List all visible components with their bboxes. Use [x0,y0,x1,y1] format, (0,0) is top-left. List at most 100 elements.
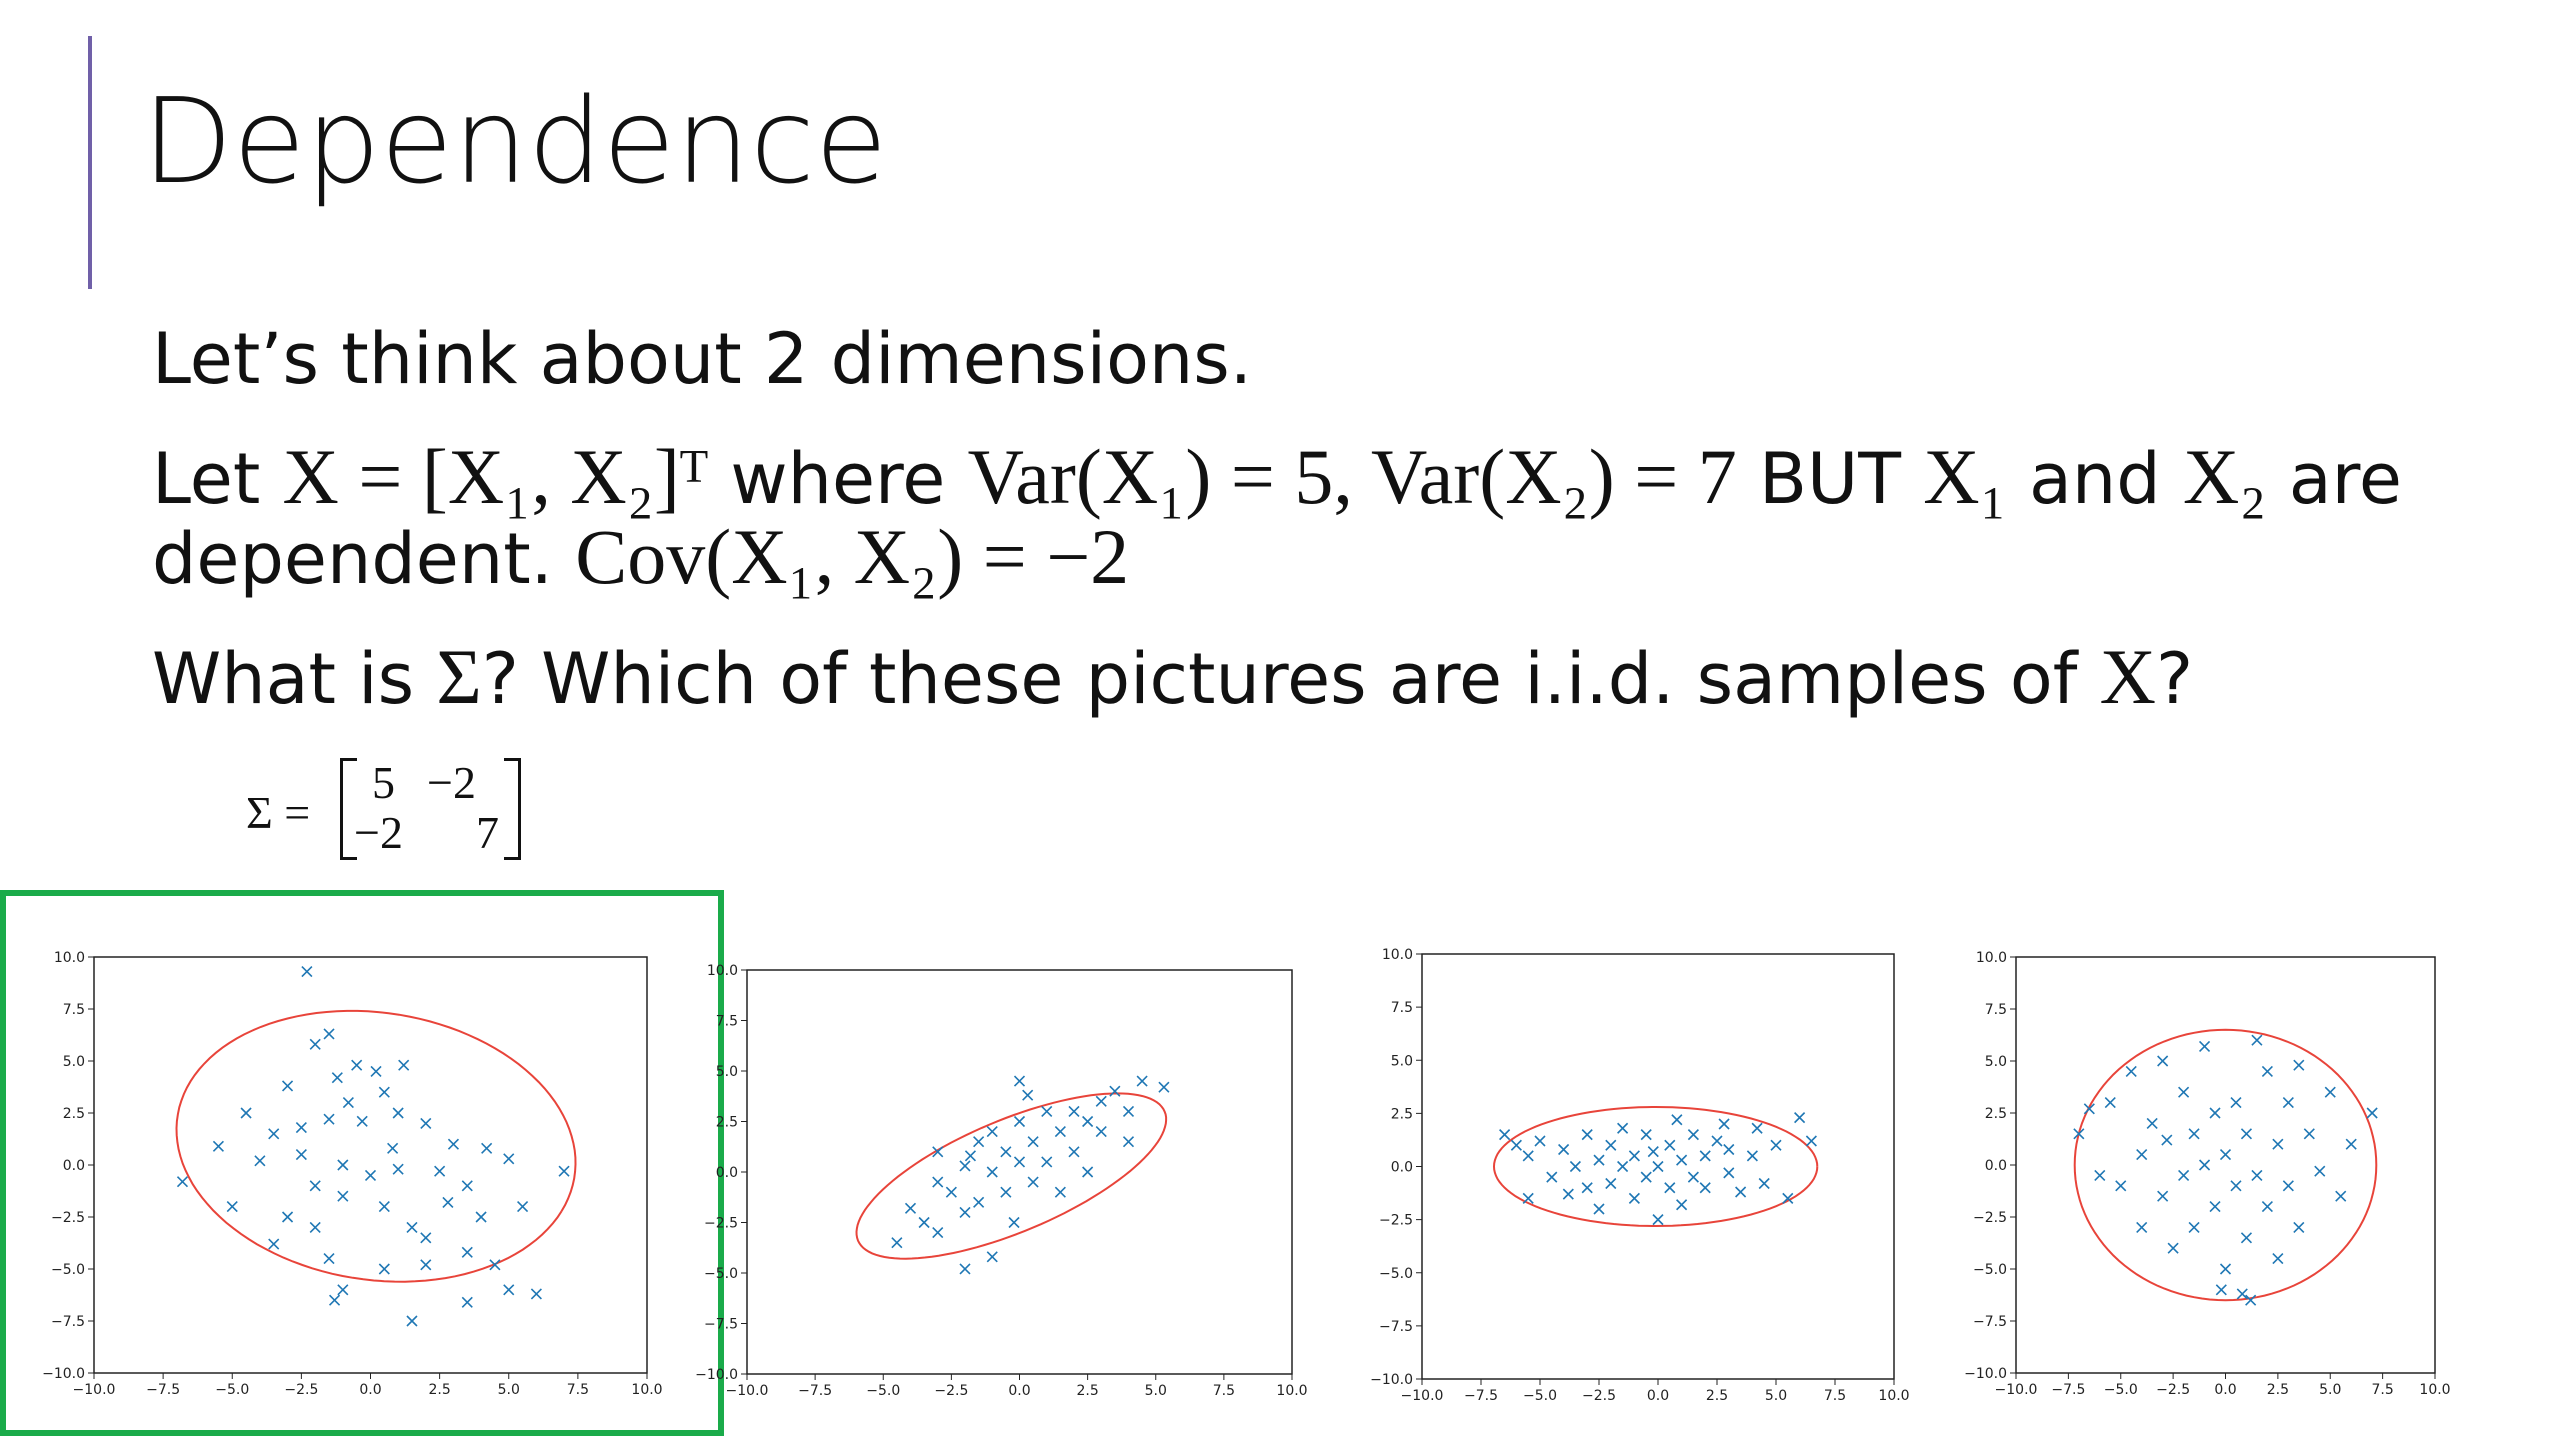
point [2230,1097,2242,1109]
point [959,1263,971,1275]
text: and [2006,438,2183,520]
x-tick-label: −5.0 [866,1383,900,1399]
point [986,1126,998,1138]
x-tick-label: −7.5 [146,1382,180,1398]
point [2236,1288,2248,1300]
point [1699,1150,1711,1162]
point [323,1113,335,1125]
point [1664,1139,1676,1151]
point [973,1136,985,1148]
point [1522,1150,1534,1162]
point [1652,1214,1664,1226]
point [932,1227,944,1239]
point [1628,1150,1640,1162]
point [2272,1253,2284,1265]
y-tick-label: −5.0 [1379,1266,1413,1282]
point [475,1211,487,1223]
text: ? Which of these pictures are i.i.d. sam… [481,638,2100,720]
point [964,1150,977,1162]
x-tick-label: 10.0 [1276,1383,1307,1399]
point [309,1180,321,1192]
point [1068,1105,1080,1117]
point [2345,1138,2357,1150]
point [918,1216,930,1229]
y-tick-label: −2.5 [51,1210,85,1226]
math: Σ [436,633,482,720]
point [2146,1117,2158,1129]
point [461,1246,473,1258]
text: dependent. [152,518,576,600]
matrix-cell: 5 [372,757,395,808]
y-tick-label: 10.0 [707,963,738,979]
confidence-ellipse [175,1009,577,1283]
point [295,1121,307,1134]
point [2198,1159,2211,1171]
point [420,1259,432,1271]
y-tick-label: 10.0 [1976,950,2007,966]
bracket [340,758,357,860]
bracket [504,758,521,860]
point [2215,1284,2227,1296]
math: X₁ [1923,433,2007,520]
point [2282,1097,2294,1109]
y-tick-label: 2.5 [1985,1106,2007,1122]
point [1794,1112,1806,1124]
point [268,1128,280,1140]
point [240,1107,252,1119]
point [1770,1139,1782,1151]
point [2073,1128,2085,1140]
x-tick-label: −5.0 [2104,1382,2138,1398]
point [212,1140,224,1152]
matrix-label: Σ = [246,787,311,838]
point [461,1296,473,1308]
point [1041,1105,1053,1117]
point [387,1142,399,1154]
point [406,1221,418,1233]
x-tick-label: 5.0 [1765,1388,1787,1404]
y-tick-label: −10.0 [42,1366,85,1382]
x-tick-label: −5.0 [215,1382,249,1398]
x-tick-label: −10.0 [73,1382,116,1398]
point [1746,1150,1758,1162]
x-tick-label: 2.5 [428,1382,450,1398]
point [1581,1182,1593,1194]
point [301,965,313,978]
point [337,1284,349,1296]
point [1082,1166,1094,1178]
x-tick-label: −10.0 [726,1383,769,1399]
point [558,1165,570,1177]
point [2261,1201,2273,1213]
point [2115,1180,2127,1192]
point [2293,1221,2305,1233]
point [1013,1075,1026,1087]
point [1647,1146,1659,1158]
point [176,1176,189,1188]
x-tick-label: −2.5 [2156,1382,2190,1398]
point [2240,1128,2253,1140]
x-tick-label: 7.5 [1213,1383,1235,1399]
point [2366,1107,2378,1119]
y-tick-label: −2.5 [1973,1210,2007,1226]
point [1628,1192,1640,1204]
point [2335,1190,2347,1202]
point [337,1159,349,1171]
x-tick-label: 7.5 [2371,1382,2393,1398]
point [364,1169,377,1181]
x-tick-label: 2.5 [1706,1388,1728,1404]
point [2188,1128,2200,1140]
point [1027,1136,1039,1148]
point [331,1072,343,1084]
point [2161,1134,2173,1146]
point [2251,1169,2263,1181]
point [434,1165,446,1177]
y-tick-label: 10.0 [1382,947,1413,963]
matrix-cell: −2 [354,807,403,858]
y-tick-label: −7.5 [1379,1319,1413,1335]
point [378,1086,390,1098]
x-tick-label: −2.5 [1582,1388,1616,1404]
y-tick-label: 0.0 [1985,1158,2007,1174]
plot-frame [93,956,648,1374]
math: X [2099,633,2156,720]
point [370,1065,382,1077]
